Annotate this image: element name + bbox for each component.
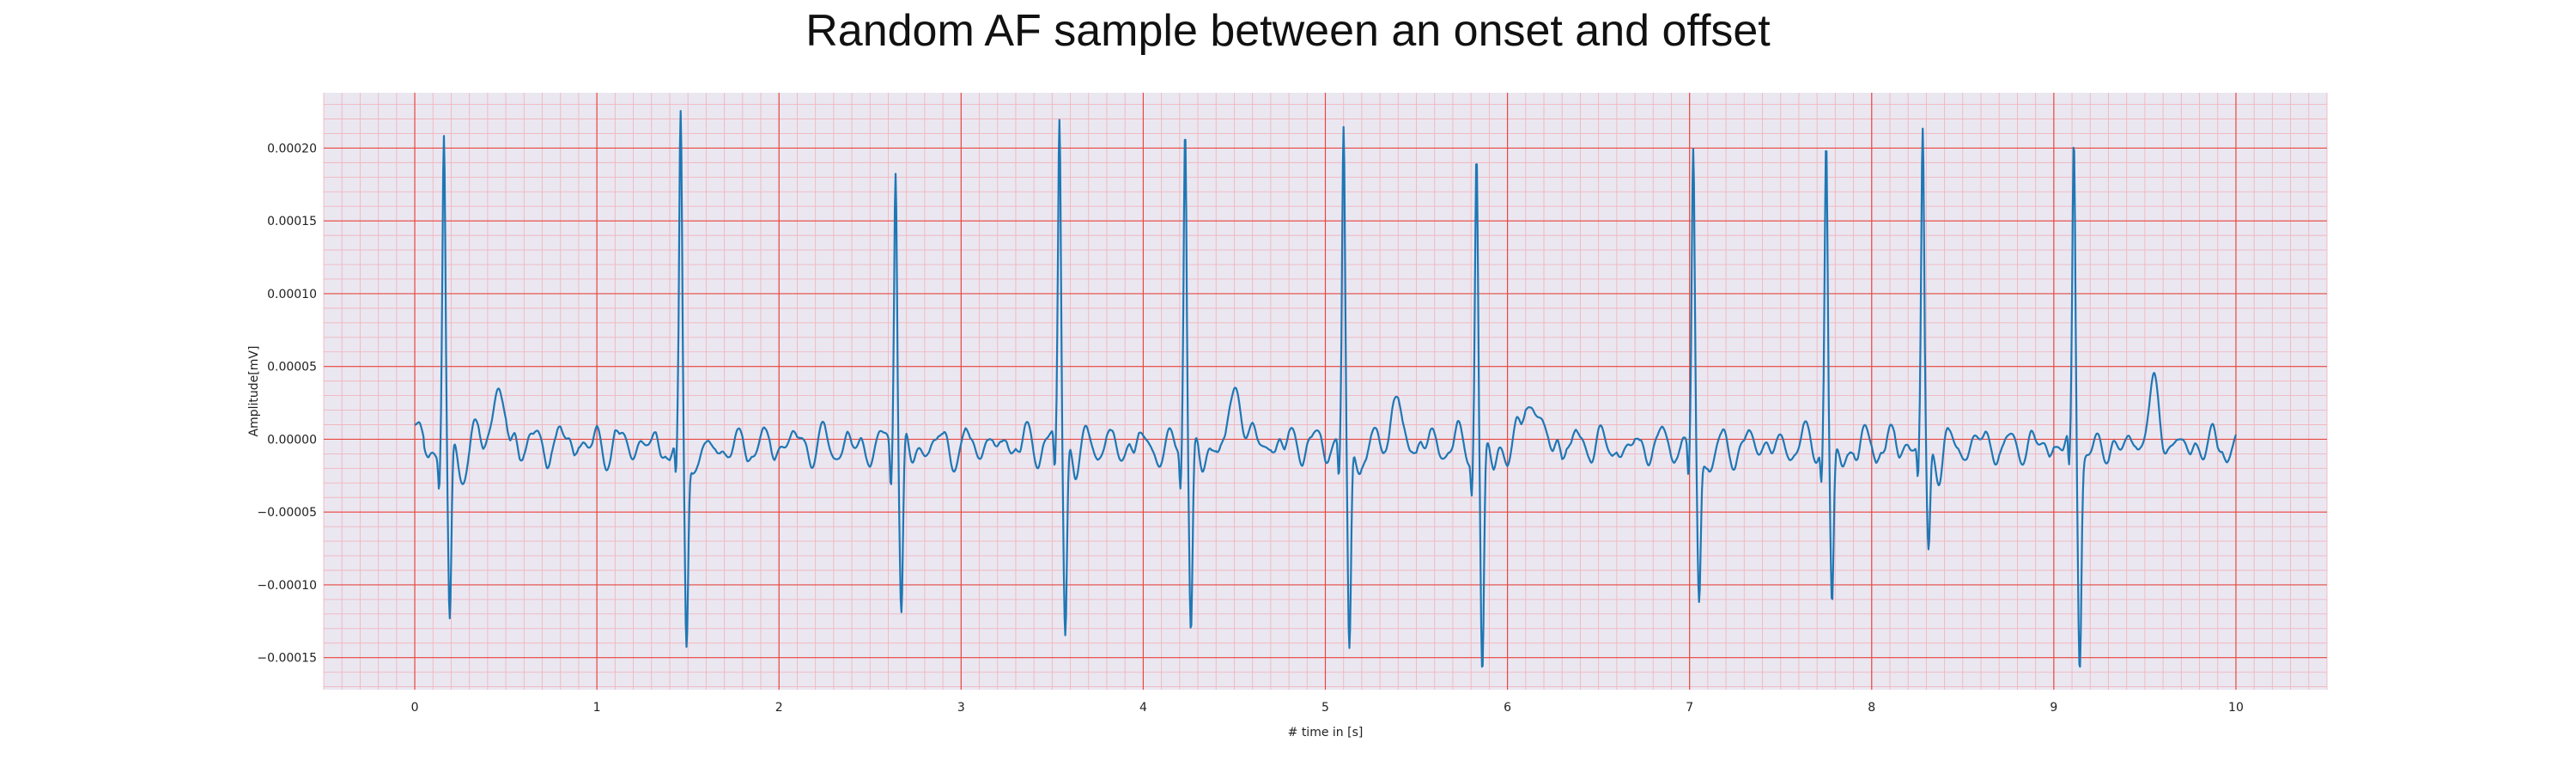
x-axis: 0 1 2 3 4 5 6 7 8 9 10 — [411, 701, 2244, 715]
y-tick-label: −0.00010 — [257, 579, 317, 593]
y-tick-label: 0.00015 — [267, 215, 317, 228]
x-tick-label: 3 — [957, 701, 965, 715]
y-axis: −0.00015 −0.00010 −0.00005 0.00000 0.00005 0.… — [257, 142, 317, 665]
y-tick-label: 0.00000 — [267, 433, 317, 447]
x-tick-label: 9 — [2050, 701, 2057, 715]
y-tick-label: 0.00005 — [267, 361, 317, 374]
y-tick-label: −0.00015 — [257, 652, 317, 666]
x-tick-label: 1 — [593, 701, 601, 715]
x-tick-label: 0 — [411, 701, 419, 715]
x-tick-label: 4 — [1139, 701, 1147, 715]
y-axis-label: Amplitude[mV] — [247, 346, 261, 437]
major-grid — [324, 93, 2327, 690]
x-tick-label: 8 — [1868, 701, 1875, 715]
x-tick-label: 5 — [1321, 701, 1329, 715]
y-tick-label: 0.00010 — [267, 288, 317, 301]
y-tick-label: 0.00020 — [267, 142, 317, 155]
y-tick-label: −0.00005 — [257, 506, 317, 520]
x-tick-label: 2 — [775, 701, 783, 715]
x-tick-label: 10 — [2228, 701, 2244, 715]
x-tick-label: 6 — [1504, 701, 1511, 715]
ecg-series-line — [414, 110, 2238, 668]
chart-title: Random AF sample between an onset and of… — [805, 6, 1771, 56]
x-axis-label: # time in [s] — [1288, 726, 1364, 740]
x-tick-label: 7 — [1686, 701, 1693, 715]
